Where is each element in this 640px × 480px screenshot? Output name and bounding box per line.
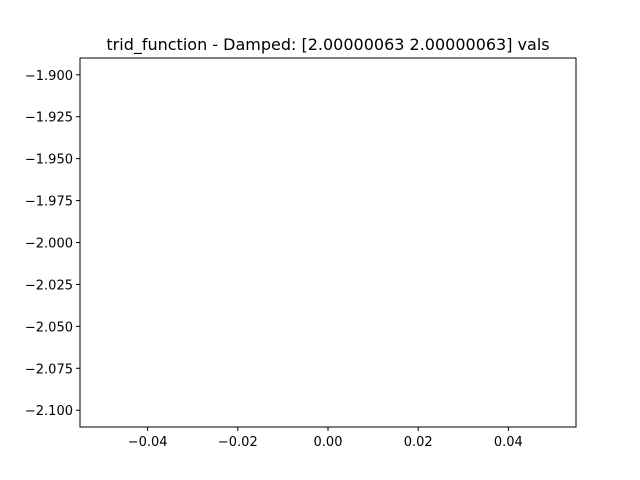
y-tick-label: −1.925 (25, 111, 73, 126)
y-tick-label: −2.000 (25, 237, 73, 252)
plot-area (79, 57, 577, 428)
y-tick-label: −1.900 (25, 69, 73, 84)
x-tick-label: 0.04 (494, 435, 523, 450)
y-tick-label: −1.950 (25, 153, 73, 168)
x-tick-label: 0.00 (314, 435, 343, 450)
y-tick-label: −1.975 (25, 195, 73, 210)
y-tick-label: −2.075 (25, 362, 73, 377)
y-axis: −1.900 −1.925 −1.950 −1.975 −2.000 −2.025 −2.0… (25, 69, 80, 419)
y-tick-label: −2.050 (25, 320, 73, 335)
x-axis: −0.04 −0.02 0.00 0.02 0.04 (128, 427, 523, 450)
x-tick-label: −0.02 (218, 435, 258, 450)
x-tick-label: 0.02 (404, 435, 433, 450)
x-tick-label: −0.04 (128, 435, 168, 450)
chart-title: trid_function - Damped: [2.00000063 2.00… (106, 35, 549, 55)
y-tick-label: −2.100 (25, 404, 73, 419)
y-tick-label: −2.025 (25, 278, 73, 293)
